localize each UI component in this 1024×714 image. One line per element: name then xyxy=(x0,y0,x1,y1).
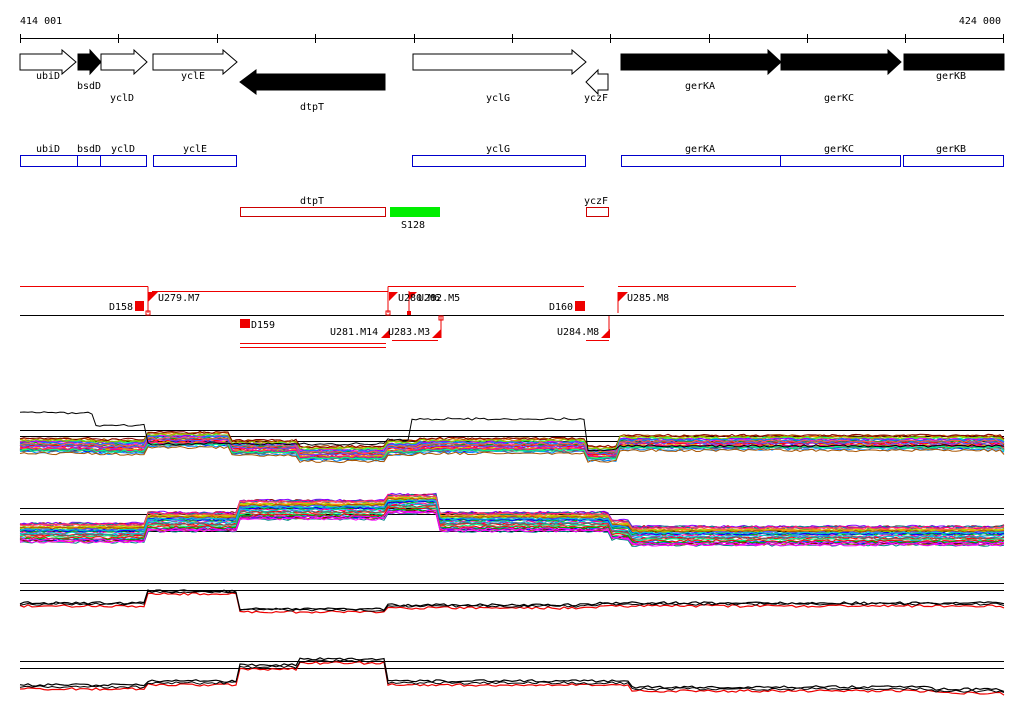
gene-arrow-track xyxy=(19,48,1005,96)
forward-annotation-track xyxy=(20,155,1004,167)
annotation-label: yczF xyxy=(584,196,608,207)
annotation-box[interactable] xyxy=(621,155,781,167)
annotation-box[interactable] xyxy=(20,155,78,167)
annotation-box[interactable] xyxy=(100,155,147,167)
segment-marker[interactable] xyxy=(381,329,390,338)
annotation-box[interactable] xyxy=(412,155,586,167)
green-feature-box[interactable] xyxy=(390,207,440,217)
green-feature-label: S128 xyxy=(401,220,425,231)
gene-arrow-yclD[interactable] xyxy=(100,48,148,76)
gene-label: gerKA xyxy=(685,81,715,92)
forward-annotation-labels: ubiD bsdD yclD yclE yclG gerKA gerKC ger… xyxy=(36,144,966,155)
expression-panel-3 xyxy=(19,589,1005,614)
gene-label: bsdD xyxy=(77,81,101,92)
segment-marker[interactable] xyxy=(432,329,441,338)
annotation-box-yczF[interactable] xyxy=(586,207,609,217)
ruler-end-label: 424 000 xyxy=(959,16,1001,27)
annotation-label: ubiD xyxy=(36,144,60,155)
segment-marker[interactable] xyxy=(575,301,585,311)
gene-label: yczF xyxy=(584,93,608,104)
segment-label: D159 xyxy=(251,320,275,331)
gene-label: ubiD xyxy=(36,71,60,82)
gene-label: dtpT xyxy=(300,102,324,113)
annotation-box[interactable] xyxy=(780,155,901,167)
segment-track: D158 U279.M7 D159 U280.M6 U282.M5 U281.M… xyxy=(20,286,1004,348)
segment-label: U285.M8 xyxy=(627,293,669,304)
segment-marker[interactable] xyxy=(148,292,158,302)
annotation-label: dtpT xyxy=(300,196,324,207)
annotation-label: yclG xyxy=(486,144,510,155)
ruler-start-label: 414 001 xyxy=(20,16,62,27)
segment-label: U280.M6 xyxy=(398,293,440,304)
gene-arrow-gerKC[interactable] xyxy=(780,48,902,76)
segment-marker[interactable] xyxy=(240,319,250,328)
segment-marker[interactable] xyxy=(618,292,628,302)
expression-panel-2 xyxy=(19,492,1005,547)
gene-arrow-yclE[interactable] xyxy=(152,48,238,76)
annotation-label: gerKA xyxy=(685,144,715,155)
segment-label: U283.M3 xyxy=(388,327,430,338)
gene-label: gerKB xyxy=(936,71,966,82)
expression-panel-4 xyxy=(19,657,1005,696)
gene-arrow-bsdD[interactable] xyxy=(77,48,102,76)
segment-label: U279.M7 xyxy=(158,293,200,304)
gene-arrow-yclG[interactable] xyxy=(412,48,587,76)
reverse-annotation-track: dtpT yczF S128 xyxy=(240,196,609,231)
segment-marker[interactable] xyxy=(389,292,398,301)
gene-label: yclE xyxy=(181,71,205,82)
gene-arrow-dtpT[interactable] xyxy=(239,69,386,95)
segment-label: U281.M14 xyxy=(330,327,378,338)
gene-arrow-gerKB[interactable] xyxy=(903,53,1005,71)
segment-marker[interactable] xyxy=(409,292,417,300)
gene-arrow-yczF[interactable] xyxy=(585,68,609,96)
gene-arrow-ubiD[interactable] xyxy=(19,48,77,76)
gene-label: gerKC xyxy=(824,93,854,104)
segment-marker[interactable] xyxy=(601,329,610,338)
annotation-box[interactable] xyxy=(77,155,101,167)
annotation-box-dtpT[interactable] xyxy=(240,207,386,217)
segment-label: U284.M8 xyxy=(557,327,599,338)
annotation-box[interactable] xyxy=(903,155,1004,167)
annotation-label: yclD xyxy=(111,144,135,155)
segment-label: D160 xyxy=(549,302,573,313)
segment-label: D158 xyxy=(109,302,133,313)
gene-label: yclD xyxy=(110,93,134,104)
coordinate-ruler: 414 001 424 000 xyxy=(20,16,1004,43)
segment-label: U282.M5 xyxy=(418,293,460,304)
annotation-label: gerKB xyxy=(936,144,966,155)
expression-panel-1 xyxy=(19,411,1005,464)
annotation-label: gerKC xyxy=(824,144,854,155)
gene-label: yclG xyxy=(486,93,510,104)
gene-arrow-labels: ubiD bsdD yclD yclE dtpT yclG yczF gerKA… xyxy=(36,71,966,113)
segment-marker[interactable] xyxy=(135,301,144,311)
annotation-label: bsdD xyxy=(77,144,101,155)
annotation-label: yclE xyxy=(183,144,207,155)
gene-arrow-gerKA[interactable] xyxy=(620,48,782,76)
expression-panel-guides xyxy=(20,430,1004,669)
annotation-box[interactable] xyxy=(153,155,237,167)
